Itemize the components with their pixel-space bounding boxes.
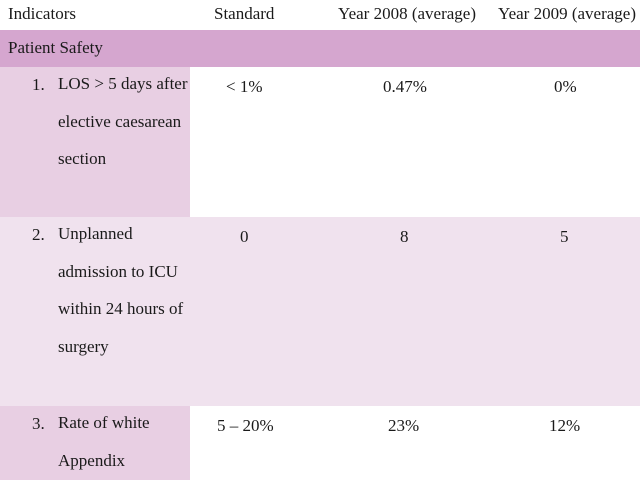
row-number: 2. — [32, 225, 45, 244]
table-row: 3. Rate of white Appendix 5 – 20% 23% 12… — [0, 406, 640, 480]
year-2009-value: 12% — [549, 416, 581, 435]
standard-value: < 1% — [226, 77, 263, 96]
indicator-label: LOS > 5 days after elective caesarean se… — [58, 74, 188, 168]
indicator-cell: 1. LOS > 5 days after elective caesarean… — [0, 67, 190, 217]
header-indicators: Indicators — [8, 4, 76, 23]
table-header-row: Indicators Standard Year 2008 (average) … — [0, 0, 640, 30]
year-2008-value: 8 — [400, 227, 409, 246]
section-title: Patient Safety — [8, 38, 103, 57]
year-2009-value: 5 — [560, 227, 569, 246]
header-year-2009: Year 2009 (average) — [498, 4, 636, 23]
year-2008-value: 23% — [388, 416, 420, 435]
table-row: 1. LOS > 5 days after elective caesarean… — [0, 67, 640, 217]
section-header-patient-safety: Patient Safety — [0, 30, 640, 67]
indicator-cell: 2. Unplanned admission to ICU within 24 … — [0, 217, 190, 406]
row-number: 1. — [32, 75, 45, 94]
header-standard: Standard — [214, 4, 275, 23]
table-row: 2. Unplanned admission to ICU within 24 … — [0, 217, 640, 406]
header-year-2008: Year 2008 (average) — [338, 4, 476, 23]
row-number: 3. — [32, 414, 45, 433]
standard-value: 5 – 20% — [217, 416, 274, 435]
indicator-cell: 3. Rate of white Appendix — [0, 406, 190, 480]
indicator-label: Rate of white Appendix — [58, 413, 150, 470]
indicator-label: Unplanned admission to ICU within 24 hou… — [58, 224, 184, 356]
year-2009-value: 0% — [554, 77, 577, 96]
year-2008-value: 0.47% — [383, 77, 427, 96]
standard-value: 0 — [240, 227, 249, 246]
